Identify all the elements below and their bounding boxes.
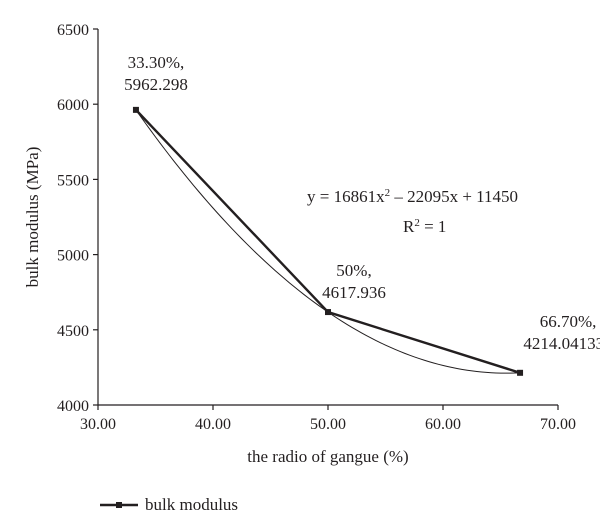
y-tick-label: 4000 — [57, 398, 89, 415]
series-line-bulk-modulus — [135, 109, 521, 374]
plot-area: 4000 4500 5000 5500 6000 6500 30.00 40.00 50.00… — [57, 22, 600, 433]
legend-marker-icon — [116, 502, 122, 508]
equation-text: y = 16861x2 – 22095x + 11450 — [307, 187, 518, 206]
trendline-equation: y = 16861x2 – 22095x + 11450 R2 = 1 — [307, 187, 518, 236]
x-axis-title: the radio of gangue (%) — [247, 447, 408, 466]
r-squared-text: R2 = 1 — [403, 217, 446, 236]
data-label: 4617.936 — [322, 283, 386, 302]
x-tick-label: 40.00 — [195, 416, 231, 433]
x-tick-label: 30.00 — [80, 416, 116, 433]
data-label: 5962.298 — [124, 75, 188, 94]
data-labels: 33.30%, 5962.298 50%, 4617.936 66.70%, 4214.0… — [124, 53, 600, 353]
legend-label: bulk modulus — [145, 495, 238, 514]
legend: bulk modulus — [100, 495, 238, 514]
x-tick-label: 70.00 — [540, 416, 576, 433]
y-tick-label: 5000 — [57, 248, 89, 265]
data-point — [132, 106, 139, 113]
data-label: 50%, — [336, 261, 371, 280]
y-tick-label: 4500 — [57, 323, 89, 340]
y-tick-label: 6000 — [57, 97, 89, 114]
data-label: 4214.041333 — [523, 334, 600, 353]
trendline-curve — [135, 109, 521, 374]
data-point — [517, 369, 524, 376]
y-axis-title: bulk modulus (MPa) — [23, 147, 42, 288]
x-axis-ticks: 30.00 40.00 50.00 60.00 70.00 — [80, 405, 576, 433]
data-label: 33.30%, — [128, 53, 185, 72]
y-tick-label: 6500 — [57, 22, 89, 39]
data-point — [325, 309, 331, 316]
x-tick-label: 50.00 — [310, 416, 346, 433]
data-label: 66.70%, — [540, 312, 597, 331]
y-tick-label: 5500 — [57, 172, 89, 189]
data-points — [132, 106, 524, 376]
y-axis-ticks: 4000 4500 5000 5500 6000 6500 — [57, 22, 98, 415]
x-tick-label: 60.00 — [425, 416, 461, 433]
